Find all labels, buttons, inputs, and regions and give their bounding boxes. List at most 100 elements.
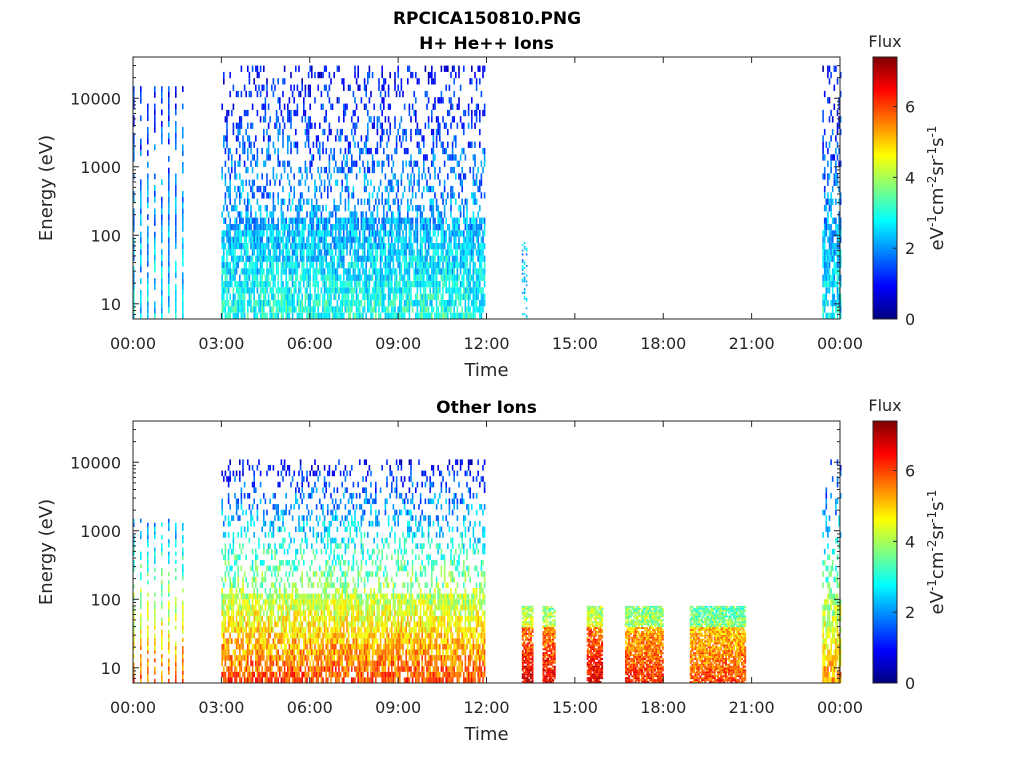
spectrogram-cell — [242, 142, 244, 148]
spectrogram-cell — [271, 521, 273, 527]
spectrogram-cell — [268, 532, 270, 538]
spectrogram-cell — [359, 154, 361, 160]
spectrogram-cell — [428, 123, 430, 129]
spectrogram-cell — [289, 582, 291, 588]
spectrogram-cell — [292, 638, 294, 644]
spectrogram-cell — [161, 617, 163, 621]
spectrogram-cell — [474, 123, 476, 129]
spectrogram-cell — [409, 180, 411, 186]
spectrogram-cell — [452, 268, 454, 274]
spectrogram-cell — [239, 275, 241, 281]
spectrogram-cell — [351, 256, 353, 262]
spectrogram-cell — [257, 655, 259, 661]
spectrogram-cell — [252, 237, 254, 243]
spectrogram-cell — [314, 249, 316, 255]
spectrogram-cell — [226, 123, 228, 129]
spectrogram-cell — [468, 281, 470, 287]
spectrogram-cell — [393, 211, 395, 217]
spectrogram-cell — [364, 300, 366, 306]
spectrogram-cell — [394, 85, 396, 91]
spectrogram-cell — [282, 249, 284, 255]
spectrogram-cell — [463, 237, 465, 243]
spectrogram-cell — [445, 275, 447, 281]
spectrogram-cell — [289, 256, 291, 262]
spectrogram-cell — [410, 243, 412, 249]
spectrogram-cell — [303, 104, 305, 110]
spectrogram-cell — [388, 262, 390, 268]
spectrogram-cell — [329, 123, 331, 129]
spectrogram-cell — [391, 249, 393, 255]
spectrogram-cell — [269, 650, 271, 656]
spectrogram-cell — [140, 556, 142, 560]
spectrogram-cell — [385, 275, 387, 281]
spectrogram-cell — [236, 148, 238, 154]
spectrogram-cell — [261, 262, 263, 268]
spectrogram-cell — [269, 627, 271, 633]
spectrogram-cell — [282, 599, 284, 605]
spectrogram-cell — [413, 161, 415, 167]
spectrogram-cell — [417, 123, 419, 129]
spectrogram-cell — [309, 224, 311, 230]
spectrogram-cell — [429, 72, 431, 78]
spectrogram-cell — [140, 572, 142, 576]
spectrogram-cell — [324, 300, 326, 306]
spectrogram-cell — [442, 199, 444, 205]
spectrogram-cell — [343, 230, 345, 236]
spectrogram-cell — [309, 66, 311, 72]
spectrogram-cell — [455, 262, 457, 268]
spectrogram-cell — [314, 243, 316, 249]
spectrogram-cell — [140, 86, 142, 92]
spectrogram-cell — [361, 199, 363, 205]
spectrogram-cell — [452, 66, 454, 72]
spectrogram-cell — [434, 313, 436, 319]
spectrogram-cell — [229, 521, 231, 527]
spectrogram-cell — [265, 571, 267, 577]
spectrogram-cell — [237, 129, 239, 135]
spectrogram-cell — [826, 262, 828, 268]
spectrogram-cell — [290, 262, 292, 268]
spectrogram-cell — [298, 294, 300, 300]
spectrogram-cell — [345, 199, 347, 205]
spectrogram-cell — [281, 205, 283, 211]
spectrogram-cell — [253, 616, 255, 622]
spectrogram-cell — [465, 294, 467, 300]
spectrogram-cell — [236, 256, 238, 262]
spectrogram-cell — [434, 287, 436, 293]
spectrogram-cell — [417, 256, 419, 262]
spectrogram-cell — [252, 167, 254, 173]
spectrogram-cell — [284, 199, 286, 205]
spectrogram-cell — [381, 243, 383, 249]
spectrogram-cell — [460, 154, 462, 160]
spectrogram-cell — [263, 104, 265, 110]
y-tick-label: 10 — [101, 295, 121, 314]
spectrogram-cell — [834, 249, 836, 255]
spectrogram-cell — [404, 186, 406, 192]
spectrogram-cell — [345, 218, 347, 224]
spectrogram-cell — [225, 571, 227, 577]
spectrogram-cell — [154, 284, 156, 290]
spectrogram-cell — [154, 110, 156, 116]
spectrogram-cell — [322, 205, 324, 211]
spectrogram-cell — [322, 148, 324, 154]
spectrogram-cell — [229, 599, 231, 605]
spectrogram-data — [133, 459, 842, 683]
spectrogram-cell — [434, 262, 436, 268]
spectrogram-cell — [351, 192, 353, 198]
spectrogram-cell — [285, 300, 287, 306]
spectrogram-cell — [263, 281, 265, 287]
spectrogram-cell — [346, 249, 348, 255]
spectrogram-cell — [450, 205, 452, 211]
spectrogram-cell — [433, 129, 435, 135]
spectrogram-cell — [477, 256, 479, 262]
spectrogram-cell — [324, 167, 326, 173]
spectrogram-cell — [266, 78, 268, 84]
spectrogram-cell — [289, 638, 291, 644]
spectrogram-cell — [365, 148, 367, 154]
spectrogram-cell — [476, 300, 478, 306]
spectrogram-cell — [223, 638, 225, 644]
spectrogram-cell — [362, 294, 364, 300]
spectrogram-cell — [383, 300, 385, 306]
spectrogram-cell — [450, 186, 452, 192]
spectrogram-cell — [249, 493, 251, 499]
spectrogram-cell — [255, 582, 257, 588]
